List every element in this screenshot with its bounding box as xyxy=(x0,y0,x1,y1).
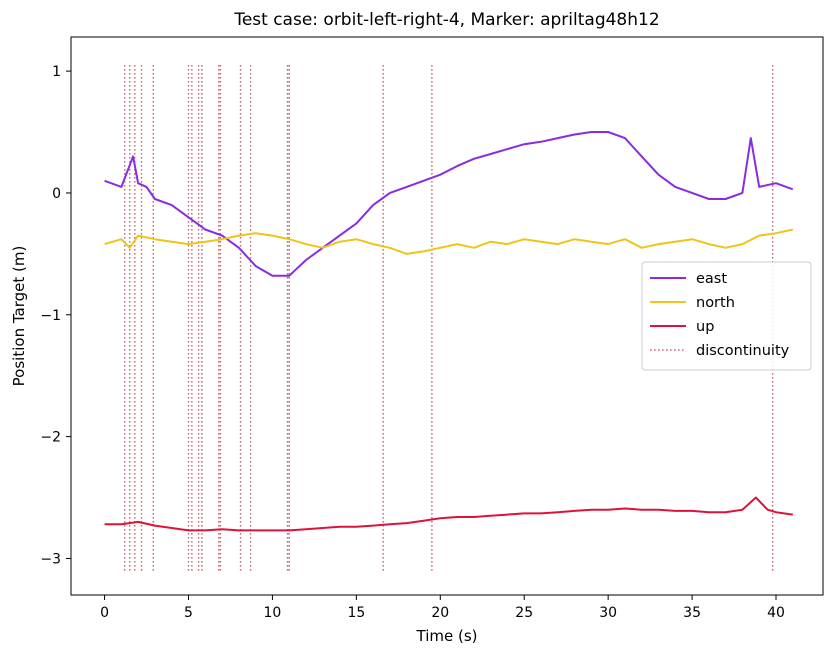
legend: east north up discontinuity xyxy=(641,261,812,371)
x-tick-label: 40 xyxy=(767,605,785,621)
y-tick-label: −1 xyxy=(40,308,61,324)
plot-frame xyxy=(70,36,824,596)
series-line-east xyxy=(104,131,794,277)
y-tick-label: −2 xyxy=(40,430,61,446)
x-tick-label: 10 xyxy=(264,605,282,621)
x-tick-label: 25 xyxy=(515,605,533,621)
legend-label-discontinuity: discontinuity xyxy=(696,343,790,359)
y-tick-label: 0 xyxy=(52,186,61,202)
y-tick-label: 1 xyxy=(52,64,61,80)
y-axis: 1 0 −1 −2 −3 xyxy=(40,64,71,567)
x-axis-label: Time (s) xyxy=(416,627,478,645)
y-axis-label: Position Target (m) xyxy=(10,246,28,387)
x-tick-label: 15 xyxy=(347,605,365,621)
x-tick-label: 20 xyxy=(431,605,449,621)
legend-label-up: up xyxy=(696,319,714,335)
series-line-up xyxy=(104,496,793,532)
series-line-north xyxy=(104,228,794,255)
x-tick-label: 5 xyxy=(184,605,193,621)
x-tick-label: 35 xyxy=(683,605,701,621)
legend-box xyxy=(641,261,812,371)
x-tick-label: 0 xyxy=(100,605,109,621)
chart-title: Test case: orbit-left-right-4, Marker: a… xyxy=(233,10,659,30)
legend-label-east: east xyxy=(696,271,727,287)
x-axis: 0 5 10 15 20 25 30 35 40 xyxy=(100,595,785,621)
x-tick-label: 30 xyxy=(599,605,617,621)
legend-label-north: north xyxy=(696,295,735,311)
y-tick-label: −3 xyxy=(40,551,61,567)
